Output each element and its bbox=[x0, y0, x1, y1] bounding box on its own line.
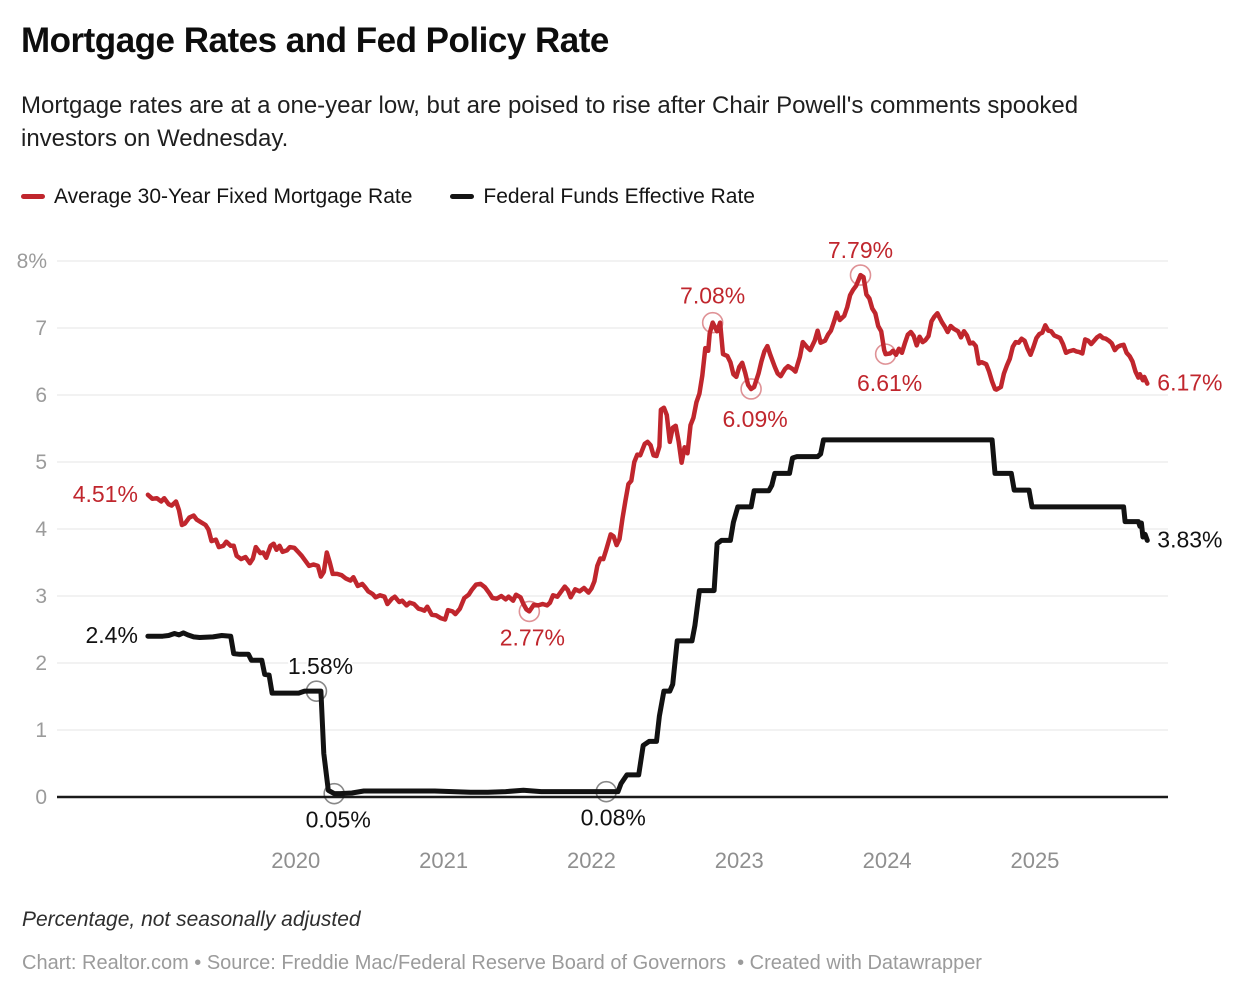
y-axis-tick-label: 7 bbox=[35, 317, 47, 340]
annotation-label: 6.17% bbox=[1157, 370, 1222, 396]
annotation-marker bbox=[849, 264, 872, 286]
annotation-label: 0.05% bbox=[306, 807, 371, 833]
annotation-label: 7.79% bbox=[828, 237, 893, 263]
series-line-mortgage bbox=[145, 272, 1150, 622]
annotation-marker bbox=[595, 780, 618, 803]
annotation-label: 6.61% bbox=[857, 370, 922, 396]
y-axis-tick-label: 4 bbox=[35, 518, 47, 541]
legend-swatch-red-icon bbox=[21, 194, 45, 200]
annotation-label: 6.09% bbox=[722, 406, 787, 432]
x-axis-year-label: 2022 bbox=[567, 848, 616, 873]
x-axis-year-label: 2024 bbox=[863, 848, 912, 873]
legend-label: Federal Funds Effective Rate bbox=[483, 184, 755, 208]
y-axis-tick-label: 3 bbox=[35, 585, 47, 608]
legend-label: Average 30-Year Fixed Mortgage Rate bbox=[54, 184, 413, 208]
x-axis-year-label: 2020 bbox=[271, 848, 320, 873]
annotation-label: 0.08% bbox=[581, 805, 646, 831]
chart-subtitle: Mortgage rates are at a one-year low, bu… bbox=[21, 91, 1079, 152]
y-axis-tick-label: 2 bbox=[35, 652, 47, 675]
page-title: Mortgage Rates and Fed Policy Rate bbox=[21, 21, 609, 60]
annotation-label: 2.77% bbox=[500, 624, 565, 650]
chart-legend: Average 30-Year Fixed Mortgage Rate Fede… bbox=[21, 185, 1221, 209]
y-axis-tick-label: 5 bbox=[35, 451, 47, 474]
chart-header: Mortgage Rates and Fed Policy Rate Mortg… bbox=[21, 0, 1221, 209]
y-axis-tick-label: 6 bbox=[35, 384, 47, 407]
legend-item-mortgage-rate: Average 30-Year Fixed Mortgage Rate bbox=[21, 185, 412, 209]
legend-swatch-black-icon bbox=[450, 194, 475, 200]
y-axis-tick-label: 1 bbox=[35, 719, 47, 742]
y-axis-tick-label: 0 bbox=[35, 786, 47, 809]
x-axis-year-label: 2021 bbox=[419, 848, 468, 873]
chart-byline: Chart: Realtor.com • Source: Freddie Mac… bbox=[22, 952, 982, 974]
annotation-label: 7.08% bbox=[680, 283, 745, 309]
legend-item-fed-funds-rate: Federal Funds Effective Rate bbox=[450, 185, 755, 209]
annotation-marker bbox=[740, 378, 762, 400]
annotation-label: 4.51% bbox=[73, 481, 138, 507]
y-axis-tick-label: 8% bbox=[17, 250, 47, 273]
x-axis-year-label: 2025 bbox=[1010, 848, 1059, 873]
annotation-label: 3.83% bbox=[1157, 526, 1222, 552]
annotation-label: 1.58% bbox=[288, 653, 353, 679]
annotation-marker bbox=[701, 311, 724, 334]
annotation-label: 2.4% bbox=[85, 622, 137, 648]
x-axis-year-label: 2023 bbox=[715, 848, 764, 873]
chart-footnote: Percentage, not seasonally adjusted bbox=[22, 908, 361, 931]
series-line-fed-funds bbox=[145, 437, 1150, 797]
annotation-marker bbox=[305, 680, 328, 702]
annotation-marker bbox=[323, 782, 345, 805]
annotation-marker bbox=[518, 600, 541, 623]
annotation-marker bbox=[874, 343, 897, 365]
